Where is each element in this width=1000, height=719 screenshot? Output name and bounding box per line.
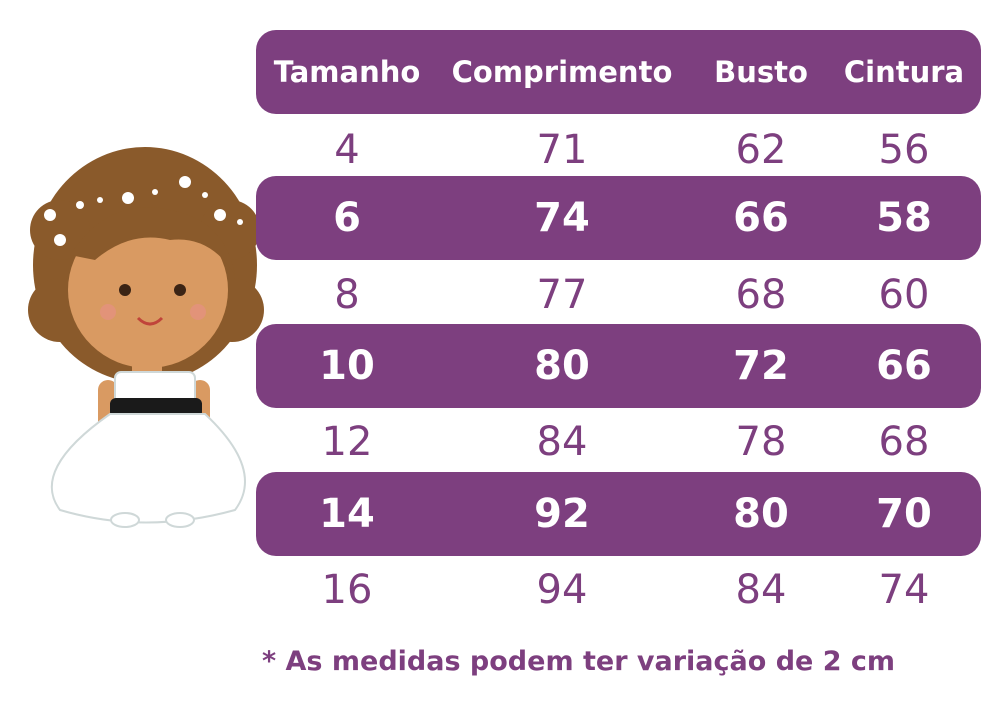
cell-comprimento: 77 [536, 272, 588, 318]
cell-cintura: 74 [878, 567, 930, 613]
cell-comprimento: 92 [534, 491, 590, 537]
cell-cintura: 58 [876, 195, 932, 241]
cell-tamanho: 16 [321, 567, 373, 613]
cell-comprimento: 71 [536, 127, 588, 173]
girl-in-white-dress-illustration [28, 147, 264, 528]
header-tamanho: Tamanho [273, 55, 421, 89]
cell-busto: 62 [735, 127, 787, 173]
header-comprimento: Comprimento [451, 55, 673, 89]
cell-cintura: 60 [878, 272, 930, 318]
cell-comprimento: 84 [536, 419, 588, 465]
cell-comprimento: 74 [534, 195, 590, 241]
cell-busto: 78 [735, 419, 787, 465]
cell-busto: 68 [735, 272, 787, 318]
cell-tamanho: 6 [333, 195, 361, 241]
cell-busto: 72 [733, 343, 789, 389]
face-shape [68, 212, 228, 368]
cell-tamanho: 8 [334, 272, 360, 318]
cell-comprimento: 80 [534, 343, 590, 389]
table-row: 8 77 68 60 [256, 253, 981, 337]
footnote: * As medidas podem ter variação de 2 cm [262, 645, 896, 677]
cell-busto: 66 [733, 195, 789, 241]
table-row: 10 80 72 66 [256, 324, 981, 408]
cell-tamanho: 10 [319, 343, 375, 389]
cell-cintura: 56 [878, 127, 930, 173]
table-row: 12 84 78 68 [256, 400, 981, 484]
cell-comprimento: 94 [536, 567, 588, 613]
cell-tamanho: 4 [334, 127, 360, 173]
cell-tamanho: 12 [321, 419, 373, 465]
table-header: Tamanho Comprimento Busto Cintura [256, 30, 981, 114]
white-skirt [50, 413, 246, 524]
table-row: 16 94 84 74 [256, 548, 981, 632]
header-cintura: Cintura [843, 55, 965, 89]
cell-cintura: 68 [878, 419, 930, 465]
table-row: 6 74 66 58 [256, 176, 981, 260]
cell-cintura: 66 [876, 343, 932, 389]
table-row: 4 71 62 56 [256, 108, 981, 192]
cell-tamanho: 14 [319, 491, 375, 537]
flower-crown-icon [44, 176, 243, 246]
cell-busto: 80 [733, 491, 789, 537]
table-row: 14 92 80 70 [256, 472, 981, 556]
cell-cintura: 70 [876, 491, 932, 537]
header-busto: Busto [714, 55, 808, 89]
cell-busto: 84 [735, 567, 787, 613]
